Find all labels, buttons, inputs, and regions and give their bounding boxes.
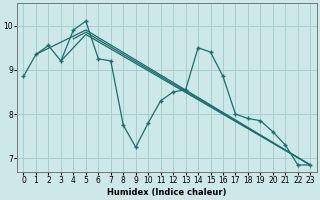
X-axis label: Humidex (Indice chaleur): Humidex (Indice chaleur) [107, 188, 227, 197]
